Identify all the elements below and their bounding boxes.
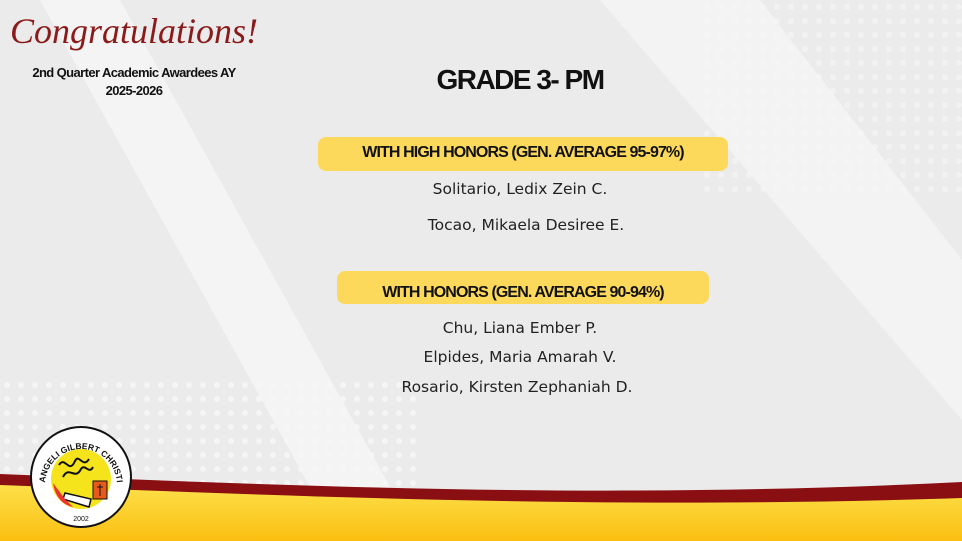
awardee-name: Elpides, Maria Amarah V. [423, 348, 617, 366]
school-logo: ANGELI GILBERT CHRISTIAN ACADEMY 2002 [29, 425, 132, 528]
high-honors-banner: WITH HIGH HONORS (GEN. AVERAGE 95-97%) [318, 137, 728, 171]
subtitle-line: 2nd Quarter Academic Awardees AY [32, 65, 236, 80]
awardee-name: Chu, Liana Ember P. [442, 319, 598, 337]
awardee-name: Solitario, Ledix Zein C. [432, 180, 608, 198]
awardees-subtitle: 2nd Quarter Academic Awardees AY 2025-20… [0, 64, 268, 100]
awardee-name: Rosario, Kirsten Zephaniah D. [401, 378, 633, 396]
awardee-name: Tocao, Mikaela Desiree E. [427, 216, 625, 234]
honors-banner: WITH HONORS (GEN. AVERAGE 90-94%) [337, 271, 709, 304]
congratulations-heading: Congratulations! [10, 11, 259, 51]
subtitle-year: 2025-2026 [105, 83, 163, 98]
grade-title: GRADE 3- PM [436, 64, 605, 95]
logo-year: 2002 [73, 516, 89, 523]
